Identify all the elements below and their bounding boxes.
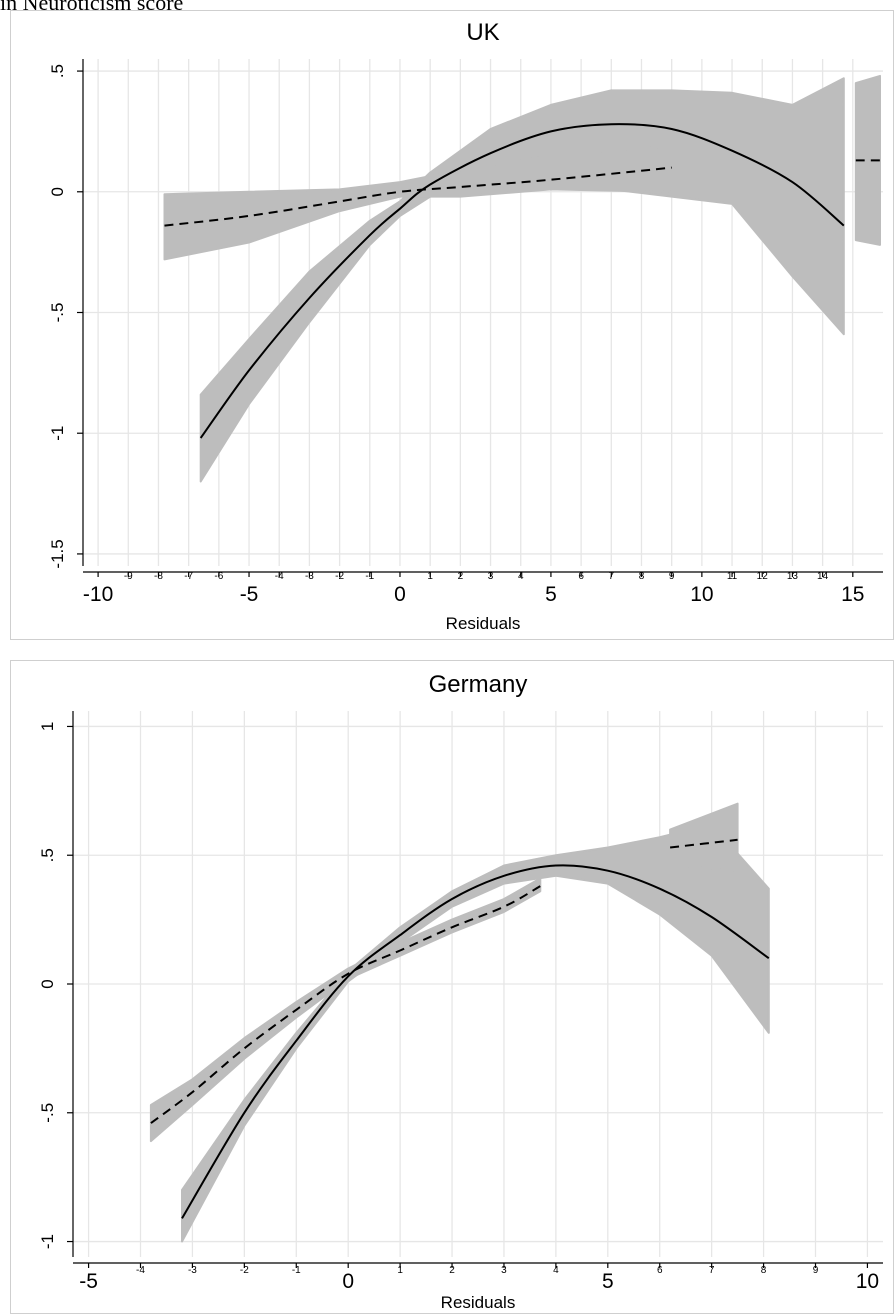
uk-x-axis-label: Residuals <box>446 614 521 633</box>
uk-x-minor-tick-label: 11 <box>727 571 738 582</box>
uk-x-minor-tick-label: -7 <box>184 571 193 582</box>
germany-x-major-tick-label: 10 <box>856 1270 879 1293</box>
uk-x-minor-tick-label: -9 <box>124 571 133 582</box>
uk-x-minor-tick-label: -4 <box>275 571 284 582</box>
uk-x-minor-tick-label: -3 <box>305 571 314 582</box>
germany-x-minor-tick-label: 7 <box>709 1265 715 1276</box>
uk-x-major-tick-label: -5 <box>240 583 259 606</box>
uk-x-minor-tick-label: 4 <box>518 571 524 582</box>
uk-x-minor-tick-label: -8 <box>154 571 163 582</box>
germany-y-tick-label: 1 <box>38 722 57 731</box>
uk-ci-band-3 <box>854 74 881 246</box>
germany-x-axis-label: Residuals <box>441 1293 516 1312</box>
uk-ci-band-1 <box>199 77 845 483</box>
germany-ci-band-2 <box>149 877 542 1143</box>
uk-y-tick-label: -1 <box>48 426 67 441</box>
germany-y-tick-label: 0 <box>38 979 57 988</box>
uk-x-major-tick-label: -10 <box>83 583 113 606</box>
uk-chart-title: UK <box>466 19 499 46</box>
uk-y-tick-label: 0 <box>48 187 67 196</box>
germany-chart-title: Germany <box>429 671 528 698</box>
germany-x-minor-tick-label: 8 <box>761 1265 767 1276</box>
uk-x-major-tick-label: 15 <box>841 583 864 606</box>
germany-y-tick-label: -1 <box>38 1234 57 1249</box>
uk-ci-band-2 <box>163 144 673 261</box>
uk-x-minor-tick-label: 13 <box>787 571 799 582</box>
uk-x-minor-tick-label: 3 <box>488 571 494 582</box>
uk-x-minor-tick-label: 14 <box>817 571 829 582</box>
uk-x-minor-tick-label: 8 <box>639 571 645 582</box>
germany-x-minor-tick-label: 2 <box>449 1265 455 1276</box>
uk-fit-line-solid-1 <box>199 123 845 439</box>
uk-x-minor-tick-label: 2 <box>458 571 464 582</box>
uk-x-minor-tick-label: 12 <box>757 571 769 582</box>
germany-x-minor-tick-label: -3 <box>188 1265 197 1276</box>
uk-y-tick-label: -.5 <box>48 303 67 323</box>
germany-x-minor-tick-label: -2 <box>240 1265 249 1276</box>
uk-x-minor-tick-label: 9 <box>669 571 675 582</box>
uk-x-major-tick-label: 5 <box>545 583 557 606</box>
germany-x-minor-tick-label: 9 <box>813 1265 819 1276</box>
germany-x-minor-tick-label: -1 <box>292 1265 301 1276</box>
uk-x-minor-tick-label: 7 <box>609 571 615 582</box>
uk-chart-panel: -1.5 -1 -.5 0 .5 -10 -5 0 5 10 15 -9 -8 -7 -6 -4 -3 -2 -1 1… <box>10 10 894 640</box>
uk-x-minor-tick-label: -1 <box>365 571 374 582</box>
germany-x-minor-tick-label: 6 <box>657 1265 663 1276</box>
germany-x-major-tick-label: 5 <box>602 1270 614 1293</box>
germany-x-minor-tick-label: 4 <box>553 1265 559 1276</box>
germany-x-minor-tick-label: -4 <box>136 1265 145 1276</box>
germany-chart-panel: -1 -.5 0 .5 1 -5 0 5 10 -4 -3 -2 -1 1 2 3 4 6 7 8 9 Germany Re… <box>10 660 894 1314</box>
germany-y-tick-label: .5 <box>38 848 57 862</box>
germany-ci-band-3 <box>669 802 739 872</box>
uk-y-tick-label: .5 <box>48 64 67 78</box>
uk-x-major-tick-label: 0 <box>394 583 406 606</box>
germany-fit-line-dashed-2 <box>150 885 541 1124</box>
germany-x-minor-tick-label: 1 <box>397 1265 403 1276</box>
germany-chart: -1 -.5 0 .5 1 -5 0 5 10 -4 -3 -2 -1 1 2 3 4 6 7 8 9 Germany Re… <box>38 671 883 1312</box>
germany-x-major-tick-label: 0 <box>342 1270 354 1293</box>
germany-fit-line-solid-1 <box>181 864 770 1219</box>
germany-x-minor-tick-label: 3 <box>501 1265 507 1276</box>
germany-x-major-tick-label: -5 <box>79 1270 98 1293</box>
uk-y-tick-label: -1.5 <box>48 539 67 568</box>
germany-fit-line-dashed-3 <box>669 838 738 849</box>
uk-x-minor-tick-label: -6 <box>214 571 223 582</box>
uk-x-minor-tick-label: -2 <box>335 571 344 582</box>
germany-y-tick-label: -.5 <box>38 1103 57 1123</box>
uk-x-major-tick-label: 10 <box>690 583 713 606</box>
uk-chart: -1.5 -1 -.5 0 .5 -10 -5 0 5 10 15 -9 -8 -7 -6 -4 -3 -2 -1 1… <box>48 19 883 633</box>
uk-x-minor-tick-label: 6 <box>578 571 584 582</box>
uk-x-minor-tick-label: 1 <box>427 571 433 582</box>
